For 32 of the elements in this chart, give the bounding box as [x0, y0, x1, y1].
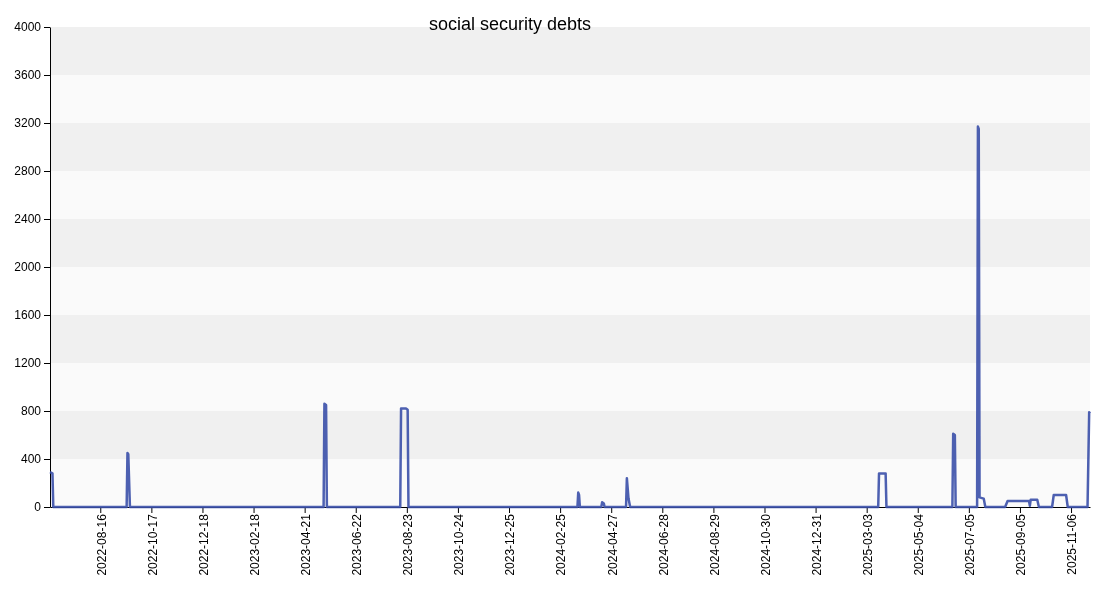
x-tick-label: 2023-04-21 [298, 513, 313, 576]
x-tick-label: 2025-09-05 [1014, 513, 1029, 576]
y-tick-label: 4000 [14, 20, 42, 35]
x-tick-label: 2022-10-17 [145, 513, 160, 576]
x-tick-label: 2025-07-05 [963, 513, 978, 576]
y-tick-label: 800 [20, 404, 42, 419]
x-tick-label: 2024-06-28 [656, 513, 671, 576]
x-tick-label: 2023-02-18 [247, 513, 262, 576]
x-tick-label: 2024-04-27 [605, 513, 620, 576]
x-tick-label: 2025-11-06 [1065, 513, 1080, 575]
y-tick-label: 3200 [14, 116, 42, 131]
y-tick-label: 2400 [14, 212, 42, 227]
y-tick-label: 1600 [14, 308, 42, 323]
x-tick-label: 2023-08-23 [401, 513, 416, 576]
y-tick-label: 2800 [14, 164, 42, 179]
x-tick-label: 2023-10-24 [452, 513, 467, 576]
chart-title: social security debts [428, 14, 592, 34]
x-tick-label: 2025-05-04 [912, 513, 927, 576]
x-tick-label: 2024-12-31 [809, 513, 824, 576]
y-tick-label: 1200 [14, 356, 42, 371]
x-tick-label: 2025-03-03 [860, 513, 875, 576]
y-tick-label: 3600 [14, 68, 42, 83]
x-tick-label: 2023-12-25 [503, 513, 518, 576]
x-tick-label: 2022-12-18 [196, 513, 211, 576]
x-tick-label: 2022-08-16 [94, 513, 109, 576]
y-tick-label: 0 [34, 500, 42, 515]
x-tick-label: 2024-08-29 [707, 513, 722, 576]
y-tick-label: 400 [20, 452, 42, 467]
x-tick-label: 2024-02-25 [554, 513, 569, 576]
x-tick-label: 2023-06-22 [350, 513, 365, 576]
y-tick-label: 2000 [14, 260, 42, 275]
x-tick-label: 2024-10-30 [758, 513, 773, 576]
